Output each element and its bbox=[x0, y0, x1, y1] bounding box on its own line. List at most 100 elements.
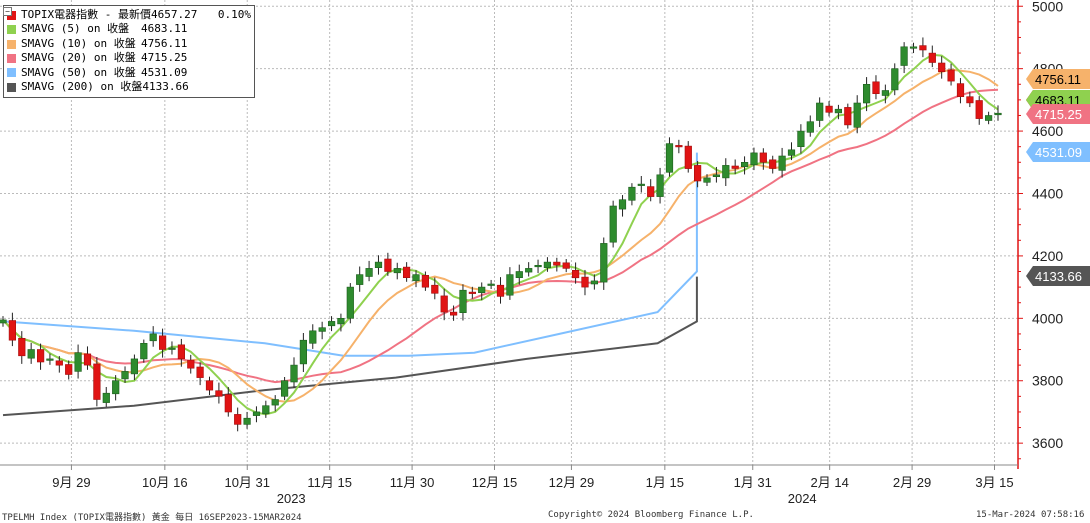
candle bbox=[562, 262, 570, 269]
price-tag-label: 4715.25 bbox=[1035, 107, 1082, 122]
candle bbox=[684, 145, 692, 169]
sma50-line bbox=[2, 152, 698, 357]
candle bbox=[618, 199, 627, 210]
price-tag-bg bbox=[1026, 104, 1090, 124]
legend-swatch bbox=[7, 82, 16, 92]
legend-series-value: 4657.27 bbox=[150, 8, 198, 21]
legend-series-name: SMAVG (5) on 收盤 bbox=[21, 22, 130, 36]
price-tag-bg bbox=[1026, 266, 1090, 286]
candle bbox=[468, 291, 477, 294]
legend-swatch bbox=[7, 53, 16, 63]
candle bbox=[243, 417, 251, 425]
candle bbox=[496, 284, 505, 297]
year-label: 2024 bbox=[788, 491, 817, 506]
legend-series-name: SMAVG (200) on 收盤 bbox=[21, 80, 143, 94]
candle bbox=[693, 165, 702, 182]
candle bbox=[421, 274, 430, 288]
candle bbox=[459, 289, 467, 314]
candle bbox=[553, 261, 561, 266]
legend-series-value: 4683.11 bbox=[141, 22, 188, 36]
y-tick-label: 4400 bbox=[1032, 185, 1063, 201]
price-tag: 4715.25 bbox=[1026, 104, 1090, 124]
candle bbox=[525, 268, 533, 273]
candle bbox=[159, 335, 167, 350]
candle bbox=[374, 261, 383, 269]
candle bbox=[881, 90, 889, 96]
candle bbox=[234, 414, 242, 425]
candle bbox=[862, 84, 871, 104]
price-tag: 4133.66 bbox=[1026, 266, 1090, 286]
candle bbox=[205, 380, 214, 391]
candle bbox=[262, 405, 270, 415]
candle bbox=[280, 380, 289, 397]
candle bbox=[187, 359, 195, 369]
x-tick-label: 1月 15 bbox=[646, 475, 684, 490]
candle bbox=[318, 327, 326, 332]
candle bbox=[412, 274, 420, 282]
candle bbox=[215, 390, 223, 397]
candle bbox=[825, 105, 833, 113]
candle bbox=[975, 100, 983, 119]
candle bbox=[750, 152, 758, 166]
candle bbox=[571, 269, 580, 279]
candle bbox=[844, 107, 852, 126]
x-tick-label: 2月 29 bbox=[893, 475, 931, 490]
candle bbox=[797, 130, 805, 148]
legend-row: SMAVG (20) on 收盤 4715.25 bbox=[7, 51, 251, 65]
legend-row: SMAVG (50) on 收盤 4531.09 bbox=[7, 66, 251, 80]
candle bbox=[647, 186, 655, 197]
price-tag-bg bbox=[1026, 142, 1090, 162]
candle bbox=[102, 392, 110, 403]
legend-swatch bbox=[7, 25, 16, 35]
candle bbox=[637, 183, 645, 186]
y-tick-label: 3800 bbox=[1032, 373, 1063, 389]
legend-swatch bbox=[7, 39, 16, 49]
candle bbox=[919, 45, 927, 51]
candle bbox=[140, 342, 148, 360]
collapse-icon[interactable]: − bbox=[3, 7, 12, 16]
candle bbox=[8, 320, 17, 341]
legend-row: SMAVG (5) on 收盤 4683.11 bbox=[7, 22, 251, 36]
candle bbox=[994, 112, 1002, 116]
candle bbox=[769, 159, 777, 169]
candle bbox=[290, 364, 298, 383]
candle bbox=[440, 295, 448, 313]
candle bbox=[938, 62, 946, 72]
legend-series-value: 4133.66 bbox=[142, 80, 189, 94]
candle bbox=[384, 258, 392, 272]
candle bbox=[93, 363, 101, 400]
sma200-line bbox=[2, 276, 698, 417]
legend: − TOPIX電器指數 - 最新價 4657.27 0.10% SMAVG (5) o… bbox=[3, 5, 255, 99]
x-tick-label: 11月 15 bbox=[307, 475, 352, 490]
candle bbox=[947, 69, 955, 82]
candle bbox=[121, 371, 129, 380]
x-tick-label: 1月 31 bbox=[734, 475, 772, 490]
candle bbox=[834, 108, 842, 114]
legend-row: SMAVG (10) on 收盤 4756.11 bbox=[7, 37, 251, 51]
candle bbox=[337, 317, 345, 325]
x-tick-label: 2月 14 bbox=[811, 475, 849, 490]
legend-series-name: SMAVG (50) on 收盤 bbox=[21, 65, 136, 79]
candle bbox=[609, 205, 617, 243]
candle bbox=[806, 121, 814, 133]
candle bbox=[872, 81, 880, 95]
candle bbox=[0, 319, 7, 324]
candle bbox=[956, 83, 965, 97]
candle bbox=[487, 283, 495, 286]
candle bbox=[478, 286, 486, 294]
y-tick-label: 4200 bbox=[1032, 248, 1063, 264]
candle bbox=[18, 337, 26, 357]
candle bbox=[712, 174, 720, 178]
candle bbox=[740, 162, 749, 168]
candle bbox=[543, 261, 551, 269]
x-tick-label: 3月 15 bbox=[975, 475, 1013, 490]
candle bbox=[506, 274, 514, 296]
candle bbox=[149, 333, 157, 342]
price-tag-bg bbox=[1026, 69, 1090, 89]
candle bbox=[130, 358, 139, 375]
footer-copyright: Copyright© 2024 Bloomberg Finance L.P. bbox=[548, 510, 754, 520]
x-tick-label: 12月 29 bbox=[549, 475, 595, 490]
y-tick-label: 5000 bbox=[1032, 0, 1063, 14]
candle bbox=[252, 411, 261, 416]
candle bbox=[600, 243, 608, 283]
